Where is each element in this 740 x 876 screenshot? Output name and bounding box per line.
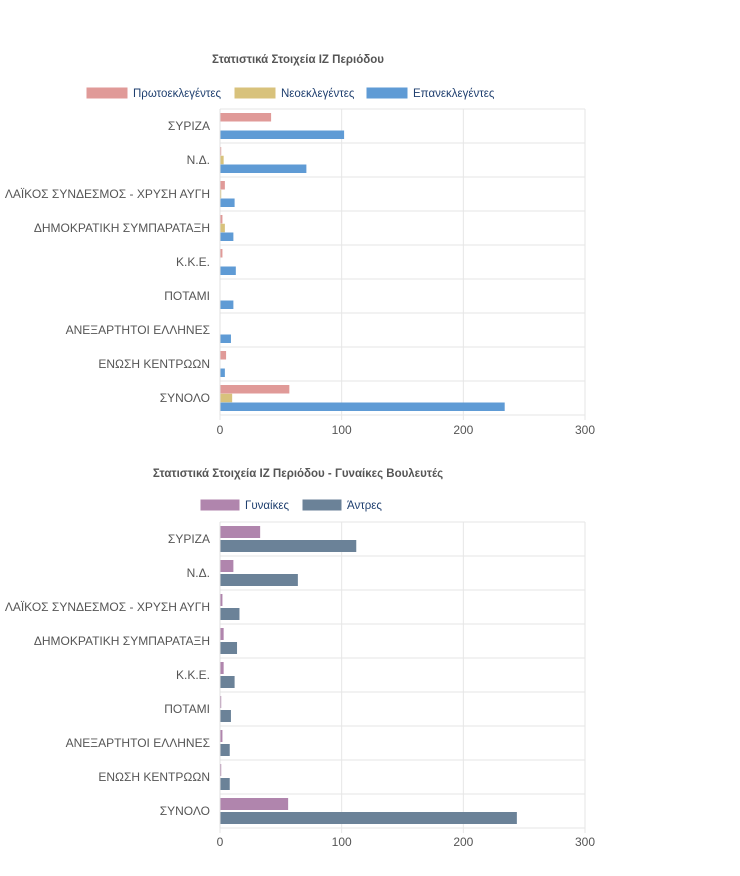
bar-νεοεκλεγέντες-4[interactable] bbox=[220, 223, 225, 233]
x-tick-label-3: 300 bbox=[575, 423, 595, 437]
legend-label-2[interactable]: Άντρες bbox=[347, 500, 382, 512]
bar-γυναίκες-9[interactable] bbox=[220, 798, 289, 810]
category-label-6: ΠΟΤΑΜΙ bbox=[164, 702, 210, 716]
bar-επανεκλεγέντες-2[interactable] bbox=[220, 164, 307, 174]
bar-γυναίκες-7[interactable] bbox=[220, 730, 223, 742]
category-label-6: ΠΟΤΑΜΙ bbox=[164, 289, 210, 303]
x-tick-label-0: 0 bbox=[217, 835, 224, 849]
category-label-1: ΣΥΡΙΖΑ bbox=[168, 532, 210, 546]
category-label-9: ΣΥΝΟΛΟ bbox=[160, 391, 210, 405]
category-label-7: ΑΝΕΞΑΡΤΗΤΟΙ ΕΛΛΗΝΕΣ bbox=[66, 323, 210, 337]
bar-πρωτοεκλεγέντες-3[interactable] bbox=[220, 181, 225, 190]
category-label-2: Ν.Δ. bbox=[187, 566, 210, 580]
x-tick-label-1: 100 bbox=[332, 423, 352, 437]
chart-plot-area: 0 100 200 300 ΣΥΡΙΖΑ Ν.Δ. ΛΑΪΚΟΣ ΣΥΝΔΕΣΜΟΣ - Χ… bbox=[5, 521, 595, 849]
category-label-2: Ν.Δ. bbox=[187, 153, 210, 167]
legend-swatch-2[interactable] bbox=[233, 86, 277, 100]
chart-iz-period: Στατιστικά Στοιχεία ΙΖ Περιόδου Πρωτοεκλ… bbox=[0, 40, 740, 460]
x-tick-label-1: 100 bbox=[332, 835, 352, 849]
category-label-7: ΑΝΕΞΑΡΤΗΤΟΙ ΕΛΛΗΝΕΣ bbox=[66, 736, 210, 750]
category-label-8: ΕΝΩΣΗ ΚΕΝΤΡΩΩΝ bbox=[98, 770, 210, 784]
category-label-9: ΣΥΝΟΛΟ bbox=[160, 804, 210, 818]
bar-άντρες-2[interactable] bbox=[220, 574, 298, 586]
bar-νεοεκλεγέντες-2[interactable] bbox=[220, 155, 224, 165]
x-tick-label-3: 300 bbox=[575, 835, 595, 849]
category-label-4: ΔΗΜΟΚΡΑΤΙΚΗ ΣΥΜΠΑΡΑΤΑΞΗ bbox=[34, 221, 210, 235]
bar-επανεκλεγέντες-5[interactable] bbox=[220, 266, 236, 276]
bar-πρωτοεκλεγέντες-4[interactable] bbox=[220, 215, 223, 224]
bar-άντρες-9[interactable] bbox=[220, 812, 517, 824]
bar-άντρες-3[interactable] bbox=[220, 608, 240, 620]
chart-iz-period-svg: Στατιστικά Στοιχεία ΙΖ Περιόδου Πρωτοεκλ… bbox=[5, 54, 596, 437]
bar-επανεκλεγέντες-7[interactable] bbox=[220, 334, 231, 344]
legend-swatch-1[interactable] bbox=[85, 86, 129, 100]
bar-γυναίκες-2[interactable] bbox=[220, 560, 234, 572]
category-label-5: Κ.Κ.Ε. bbox=[176, 255, 210, 269]
bar-πρωτοεκλεγέντες-9[interactable] bbox=[220, 385, 290, 394]
bar-άντρες-4[interactable] bbox=[220, 642, 238, 654]
bar-επανεκλεγέντες-1[interactable] bbox=[220, 130, 345, 140]
bar-πρωτοεκλεγέντες-8[interactable] bbox=[220, 351, 227, 360]
legend-label-2[interactable]: Νεοεκλεγέντες bbox=[281, 88, 355, 100]
bar-επανεκλεγέντες-6[interactable] bbox=[220, 300, 234, 310]
legend-swatch-3[interactable] bbox=[365, 86, 409, 100]
bar-γυναίκες-6[interactable] bbox=[220, 696, 222, 708]
bar-νεοεκλεγέντες-9[interactable] bbox=[220, 393, 233, 403]
chart-legend: Πρωτοεκλεγέντες Νεοεκλεγέντες Επανεκλεγέντ… bbox=[85, 86, 495, 100]
legend-label-1[interactable]: Πρωτοεκλεγέντες bbox=[133, 88, 221, 100]
legend-swatch-2[interactable] bbox=[301, 498, 343, 512]
category-label-3: ΛΑΪΚΟΣ ΣΥΝΔΕΣΜΟΣ - ΧΡΥΣΗ ΑΥΓΗ bbox=[5, 600, 210, 614]
category-label-3: ΛΑΪΚΟΣ ΣΥΝΔΕΣΜΟΣ - ΧΡΥΣΗ ΑΥΓΗ bbox=[5, 187, 210, 201]
chart-title: Στατιστικά Στοιχεία ΙΖ Περιόδου - Γυναίκ… bbox=[153, 468, 443, 480]
chart-plot-area: 0 100 200 300 ΣΥΡΙΖΑ Ν.Δ. ΛΑΪΚΟΣ ΣΥΝΔΕΣΜΟΣ - Χ… bbox=[5, 108, 595, 437]
bar-γυναίκες-5[interactable] bbox=[220, 662, 224, 674]
bar-πρωτοεκλεγέντες-2[interactable] bbox=[220, 147, 222, 156]
chart-women-mps-svg: Στατιστικά Στοιχεία ΙΖ Περιόδου - Γυναίκ… bbox=[5, 468, 596, 849]
bar-πρωτοεκλεγέντες-1[interactable] bbox=[220, 113, 272, 122]
bar-επανεκλεγέντες-4[interactable] bbox=[220, 232, 234, 242]
bar-επανεκλεγέντες-8[interactable] bbox=[220, 368, 225, 378]
bar-γυναίκες-8[interactable] bbox=[220, 764, 222, 776]
category-label-1: ΣΥΡΙΖΑ bbox=[168, 119, 210, 133]
bar-άντρες-6[interactable] bbox=[220, 710, 231, 722]
x-tick-label-2: 200 bbox=[453, 835, 473, 849]
category-label-4: ΔΗΜΟΚΡΑΤΙΚΗ ΣΥΜΠΑΡΑΤΑΞΗ bbox=[34, 634, 210, 648]
bar-νεοεκλεγέντες-3[interactable] bbox=[220, 189, 222, 199]
legend-label-1[interactable]: Γυναίκες bbox=[245, 500, 289, 512]
legend-swatch-1[interactable] bbox=[199, 498, 241, 512]
legend-label-3[interactable]: Επανεκλεγέντες bbox=[413, 88, 495, 100]
bar-γυναίκες-3[interactable] bbox=[220, 594, 223, 606]
bar-γυναίκες-4[interactable] bbox=[220, 628, 224, 640]
bar-πρωτοεκλεγέντες-5[interactable] bbox=[220, 249, 223, 258]
category-label-5: Κ.Κ.Ε. bbox=[176, 668, 210, 682]
chart-women-mps: Στατιστικά Στοιχεία ΙΖ Περιόδου - Γυναίκ… bbox=[0, 456, 740, 876]
bar-άντρες-5[interactable] bbox=[220, 676, 235, 688]
category-label-8: ΕΝΩΣΗ ΚΕΝΤΡΩΩΝ bbox=[98, 357, 210, 371]
bar-άντρες-1[interactable] bbox=[220, 540, 357, 552]
x-tick-label-2: 200 bbox=[453, 423, 473, 437]
x-tick-label-0: 0 bbox=[217, 423, 224, 437]
bar-άντρες-7[interactable] bbox=[220, 744, 230, 756]
chart-legend: Γυναίκες Άντρες bbox=[199, 498, 382, 512]
bar-άντρες-8[interactable] bbox=[220, 778, 230, 790]
bar-γυναίκες-1[interactable] bbox=[220, 526, 261, 538]
chart-title: Στατιστικά Στοιχεία ΙΖ Περιόδου bbox=[212, 54, 384, 66]
bar-επανεκλεγέντες-3[interactable] bbox=[220, 198, 235, 208]
bar-επανεκλεγέντες-9[interactable] bbox=[220, 402, 505, 412]
